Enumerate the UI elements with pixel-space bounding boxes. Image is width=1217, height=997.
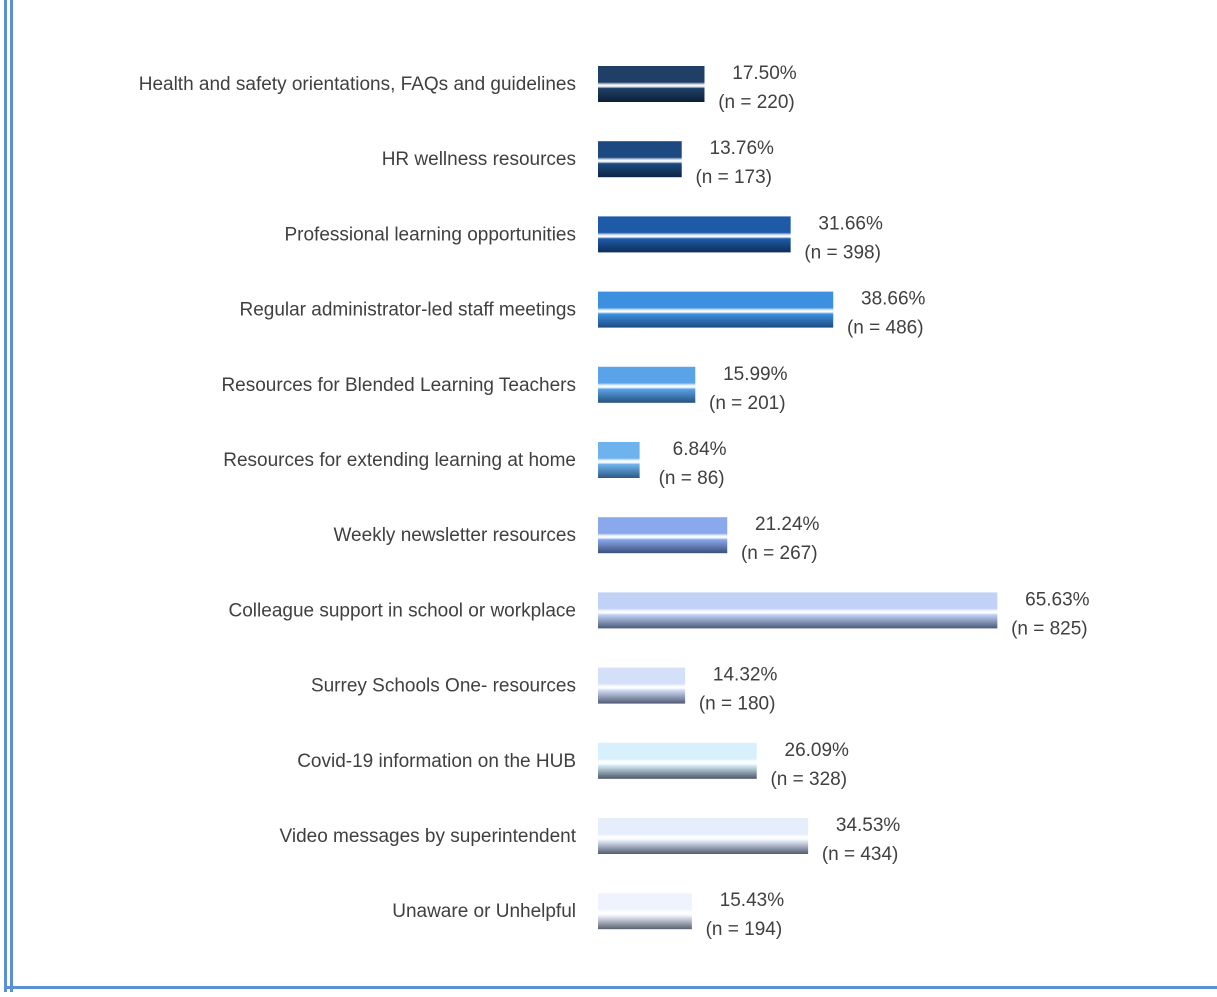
- category-label: Professional learning opportunities: [284, 224, 576, 245]
- category-label: Surrey Schools One- resources: [311, 676, 576, 697]
- data-label-percent: 15.99%: [723, 364, 788, 385]
- bar: [598, 667, 686, 704]
- data-label-count: (n = 194): [706, 919, 783, 940]
- left-border-line-inner: [10, 0, 13, 992]
- data-label-count: (n = 825): [1011, 618, 1088, 639]
- category-label: HR wellness resources: [382, 149, 576, 170]
- category-label: Health and safety orientations, FAQs and…: [139, 74, 576, 95]
- data-label-percent: 26.09%: [785, 740, 850, 761]
- bottom-border-line: [4, 986, 1217, 989]
- bar: [598, 216, 791, 253]
- category-label: Covid-19 information on the HUB: [297, 751, 576, 772]
- data-label-percent: 38.66%: [861, 289, 926, 310]
- category-label: Weekly newsletter resources: [333, 525, 576, 546]
- data-label-count: (n = 398): [804, 242, 881, 263]
- left-border-line: [4, 0, 7, 992]
- data-label-percent: 34.53%: [836, 815, 901, 836]
- data-label-count: (n = 328): [770, 769, 847, 790]
- bar: [598, 818, 809, 854]
- bar: [598, 366, 696, 403]
- category-label: Resources for Blended Learning Teachers: [221, 375, 576, 396]
- data-label-count: (n = 220): [718, 92, 795, 113]
- category-label: Video messages by superintendent: [280, 826, 577, 847]
- bar: [598, 141, 682, 178]
- bar: [598, 893, 692, 930]
- data-label-percent: 21.24%: [755, 514, 820, 535]
- category-label: Regular administrator-led staff meetings: [239, 300, 576, 321]
- bar: [598, 517, 728, 554]
- data-label-count: (n = 201): [709, 393, 786, 414]
- bar: [598, 442, 640, 478]
- data-label-count: (n = 86): [659, 468, 725, 489]
- data-label-percent: 14.32%: [713, 665, 778, 686]
- data-label-count: (n = 173): [695, 167, 772, 188]
- data-label-count: (n = 267): [741, 543, 818, 564]
- category-label: Unaware or Unhelpful: [392, 901, 576, 922]
- data-label-percent: 15.43%: [720, 890, 785, 911]
- data-label-count: (n = 486): [847, 318, 924, 339]
- data-label-percent: 17.50%: [732, 63, 797, 84]
- data-label-percent: 65.63%: [1025, 589, 1090, 610]
- category-label: Resources for extending learning at home: [223, 450, 576, 471]
- data-label-percent: 13.76%: [710, 138, 775, 159]
- data-label-count: (n = 180): [699, 694, 776, 715]
- bar: [598, 66, 705, 102]
- bar: [598, 291, 834, 328]
- bar: [598, 592, 998, 629]
- data-label-percent: 6.84%: [673, 439, 727, 460]
- data-label-count: (n = 434): [822, 844, 899, 865]
- bar: [598, 742, 757, 779]
- category-label: Colleague support in school or workplace: [229, 600, 576, 621]
- data-label-percent: 31.66%: [818, 213, 883, 234]
